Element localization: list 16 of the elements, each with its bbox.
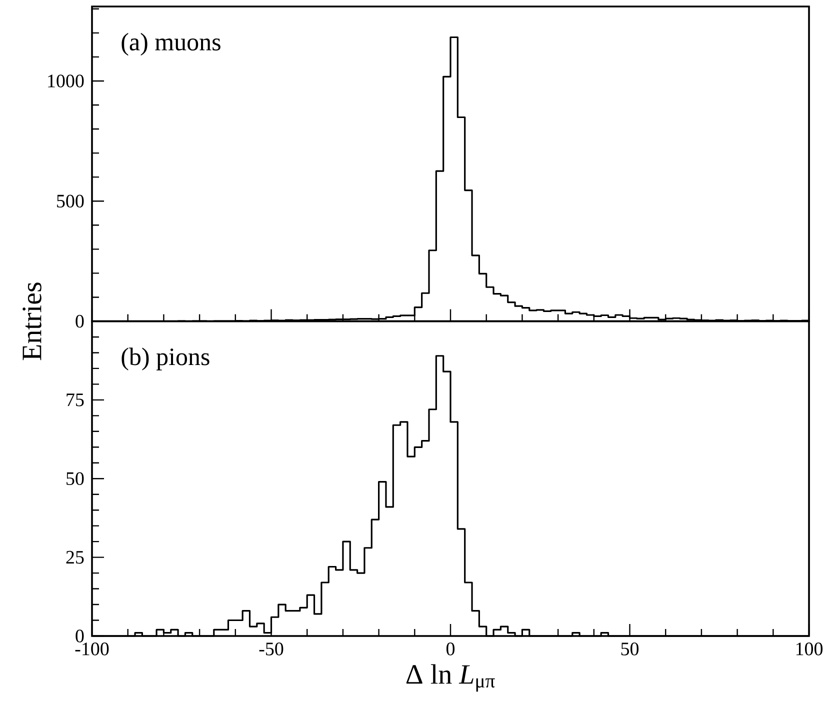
y-tick-label: 50	[66, 472, 84, 486]
annotation: (a) muons	[122, 32, 220, 56]
annotation: (b) pions	[122, 348, 210, 370]
y-axis-title: Entries	[22, 282, 42, 360]
x-axis-title: Δ ln L$_{μπ}$	[406, 664, 495, 692]
y-tick-label: 25	[66, 550, 84, 564]
y-tick-label: 1000	[48, 74, 84, 88]
x-tick-label: 100	[796, 642, 823, 656]
x-tick-label: 50	[621, 642, 639, 656]
y-tick-label: 75	[66, 394, 84, 406]
y-tick-label: 500	[57, 194, 84, 208]
x-tick-label: -50	[259, 642, 284, 656]
x-tick-label: 0	[446, 642, 455, 656]
y-tick-label: 0	[76, 314, 84, 328]
y-tick-label: 0	[76, 630, 84, 642]
x-tick-label: -100	[75, 642, 109, 656]
